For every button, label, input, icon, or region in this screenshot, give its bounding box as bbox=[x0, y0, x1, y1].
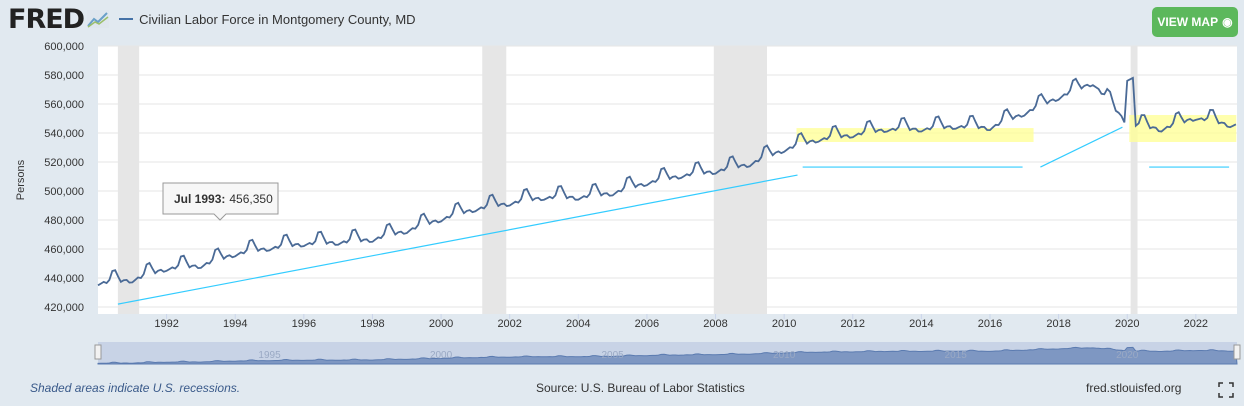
fullscreen-icon[interactable] bbox=[1218, 382, 1234, 398]
annotation-line bbox=[117, 174, 798, 305]
x-tick-label: 1996 bbox=[292, 318, 316, 330]
y-tick-label: 560,000 bbox=[44, 99, 84, 111]
chart-logo-icon bbox=[87, 10, 110, 28]
globe-icon: ◉ bbox=[1222, 15, 1233, 29]
recession-band bbox=[117, 46, 140, 314]
highlight-box bbox=[796, 128, 1034, 142]
navigator[interactable]: 1995 2000 2005 2010 2015 2020 bbox=[94, 342, 1241, 365]
tooltip-value: 456,350 bbox=[229, 192, 273, 206]
x-tick-label: 1992 bbox=[154, 318, 178, 330]
x-tick-label: 2010 bbox=[772, 318, 796, 330]
legend-line-icon bbox=[119, 18, 134, 20]
y-tick-label: 440,000 bbox=[44, 273, 84, 285]
recession-band bbox=[1130, 46, 1138, 314]
x-tick-label: 2006 bbox=[635, 318, 659, 330]
x-tick-label: 2014 bbox=[909, 318, 933, 330]
recession-band bbox=[713, 46, 767, 314]
navigator-tick-label: 2010 bbox=[773, 350, 796, 361]
y-tick-label: 540,000 bbox=[44, 128, 84, 140]
navigator-handle-left[interactable] bbox=[94, 344, 102, 360]
y-tick-label: 580,000 bbox=[44, 70, 84, 82]
x-tick-label: 2000 bbox=[429, 318, 453, 330]
plot-area bbox=[98, 46, 1237, 314]
header: FRED Civilian Labor Force in Montgomery … bbox=[8, 3, 416, 35]
view-map-label: VIEW MAP bbox=[1157, 15, 1219, 29]
legend-item[interactable]: Civilian Labor Force in Montgomery Count… bbox=[119, 11, 416, 27]
navigator-tick-label: 1995 bbox=[258, 350, 281, 361]
tooltip: Jul 1993: 456,350 bbox=[162, 182, 279, 221]
navigator-tick-label: 2000 bbox=[430, 350, 453, 361]
y-tick-label: 500,000 bbox=[44, 186, 84, 198]
x-tick-label: 2012 bbox=[841, 318, 865, 330]
svg-text:Jul 1993:456,350: Jul 1993: 456,350 bbox=[174, 192, 273, 206]
y-tick-label: 600,000 bbox=[44, 41, 84, 53]
x-tick-label: 2022 bbox=[1184, 318, 1208, 330]
navigator-tick-label: 2005 bbox=[601, 350, 624, 361]
annotation-line bbox=[1040, 126, 1123, 168]
x-tick-label: 2020 bbox=[1115, 318, 1139, 330]
recession-band bbox=[482, 46, 507, 314]
fred-logo[interactable]: FRED bbox=[8, 3, 85, 35]
x-tick-label: 2008 bbox=[703, 318, 727, 330]
y-tick-label: 520,000 bbox=[44, 157, 84, 169]
recession-note: Shaded areas indicate U.S. recessions. bbox=[30, 381, 241, 395]
x-tick-label: 2016 bbox=[978, 318, 1002, 330]
tooltip-date: Jul 1993: bbox=[174, 192, 225, 206]
navigator-handle-right[interactable] bbox=[1233, 344, 1241, 360]
x-tick-label: 2018 bbox=[1046, 318, 1070, 330]
x-tick-label: 2004 bbox=[566, 318, 590, 330]
x-tick-label: 1994 bbox=[223, 318, 247, 330]
site-link[interactable]: fred.stlouisfed.org bbox=[1086, 381, 1182, 395]
legend-label: Civilian Labor Force in Montgomery Count… bbox=[139, 11, 416, 27]
navigator-tick-label: 2020 bbox=[1116, 350, 1139, 361]
y-tick-label: 480,000 bbox=[44, 215, 84, 227]
series-line[interactable] bbox=[97, 76, 1237, 287]
x-tick-label: 1998 bbox=[360, 318, 384, 330]
y-tick-label: 420,000 bbox=[44, 302, 84, 314]
navigator-tick-label: 2015 bbox=[945, 350, 968, 361]
view-map-button[interactable]: VIEW MAP ◉ bbox=[1152, 7, 1238, 37]
y-tick-label: 460,000 bbox=[44, 244, 84, 256]
y-axis-label: Persons bbox=[15, 159, 27, 200]
x-tick-label: 2002 bbox=[497, 318, 521, 330]
source-text: Source: U.S. Bureau of Labor Statistics bbox=[536, 381, 745, 395]
